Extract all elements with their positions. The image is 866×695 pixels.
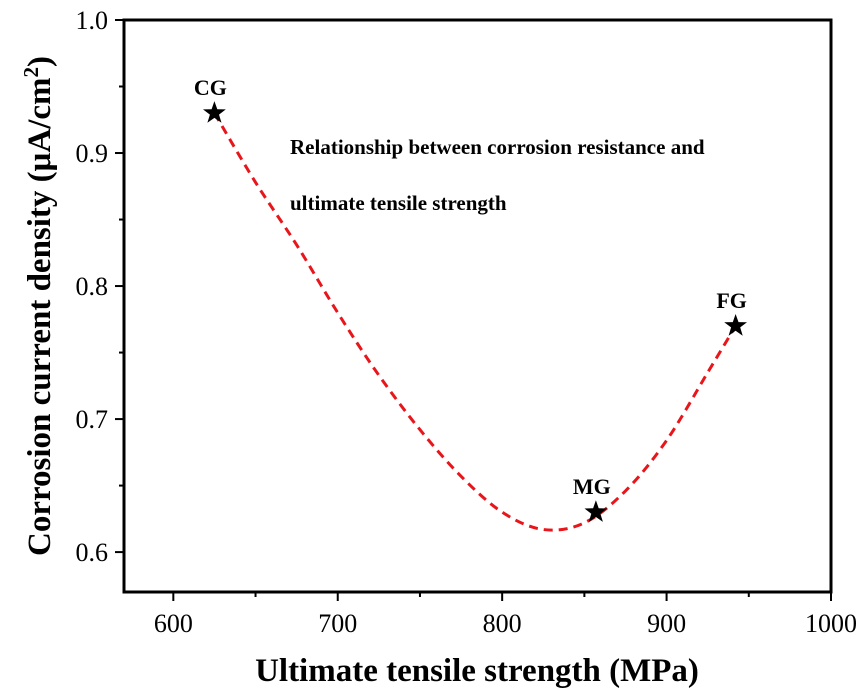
x-tick-label: 700 [318,609,357,638]
y-tick-label: 1.0 [76,6,109,35]
y-axis-title-close: ) [22,56,58,67]
point-label-fg: FG [716,288,747,313]
x-axis-title: Ultimate tensile strength (MPa) [255,653,699,689]
star-marker-cg [203,101,226,123]
x-tick-label: 1000 [805,609,857,638]
point-label-mg: MG [573,474,611,499]
y-tick-label: 0.9 [76,139,109,168]
x-tick-label: 600 [154,609,193,638]
data-points: CG MG FG [194,75,747,522]
x-tick-label: 900 [647,609,686,638]
y-tick-label: 0.6 [76,538,109,567]
y-axis: 0.6 0.7 0.8 0.9 1.0 [76,6,124,567]
y-tick-label: 0.7 [76,405,109,434]
annotation-line-1: Relationship between corrosion resistanc… [290,135,705,159]
point-label-cg: CG [194,75,227,100]
x-tick-label: 800 [483,609,522,638]
fit-curve-line [213,112,737,532]
y-axis-title-main: Corrosion current density (μA/cm [22,77,58,556]
y-axis-title-superscript: 2 [19,67,43,78]
y-tick-label: 0.8 [76,272,109,301]
annotation-line-2: ultimate tensile strength [290,191,507,215]
star-marker-mg [584,500,608,522]
plot-frame [122,18,833,594]
y-axis-title: Corrosion current density (μA/cm2) [19,56,58,556]
x-axis: 600 700 800 900 1000 [154,592,857,638]
star-marker-fg [724,314,747,336]
